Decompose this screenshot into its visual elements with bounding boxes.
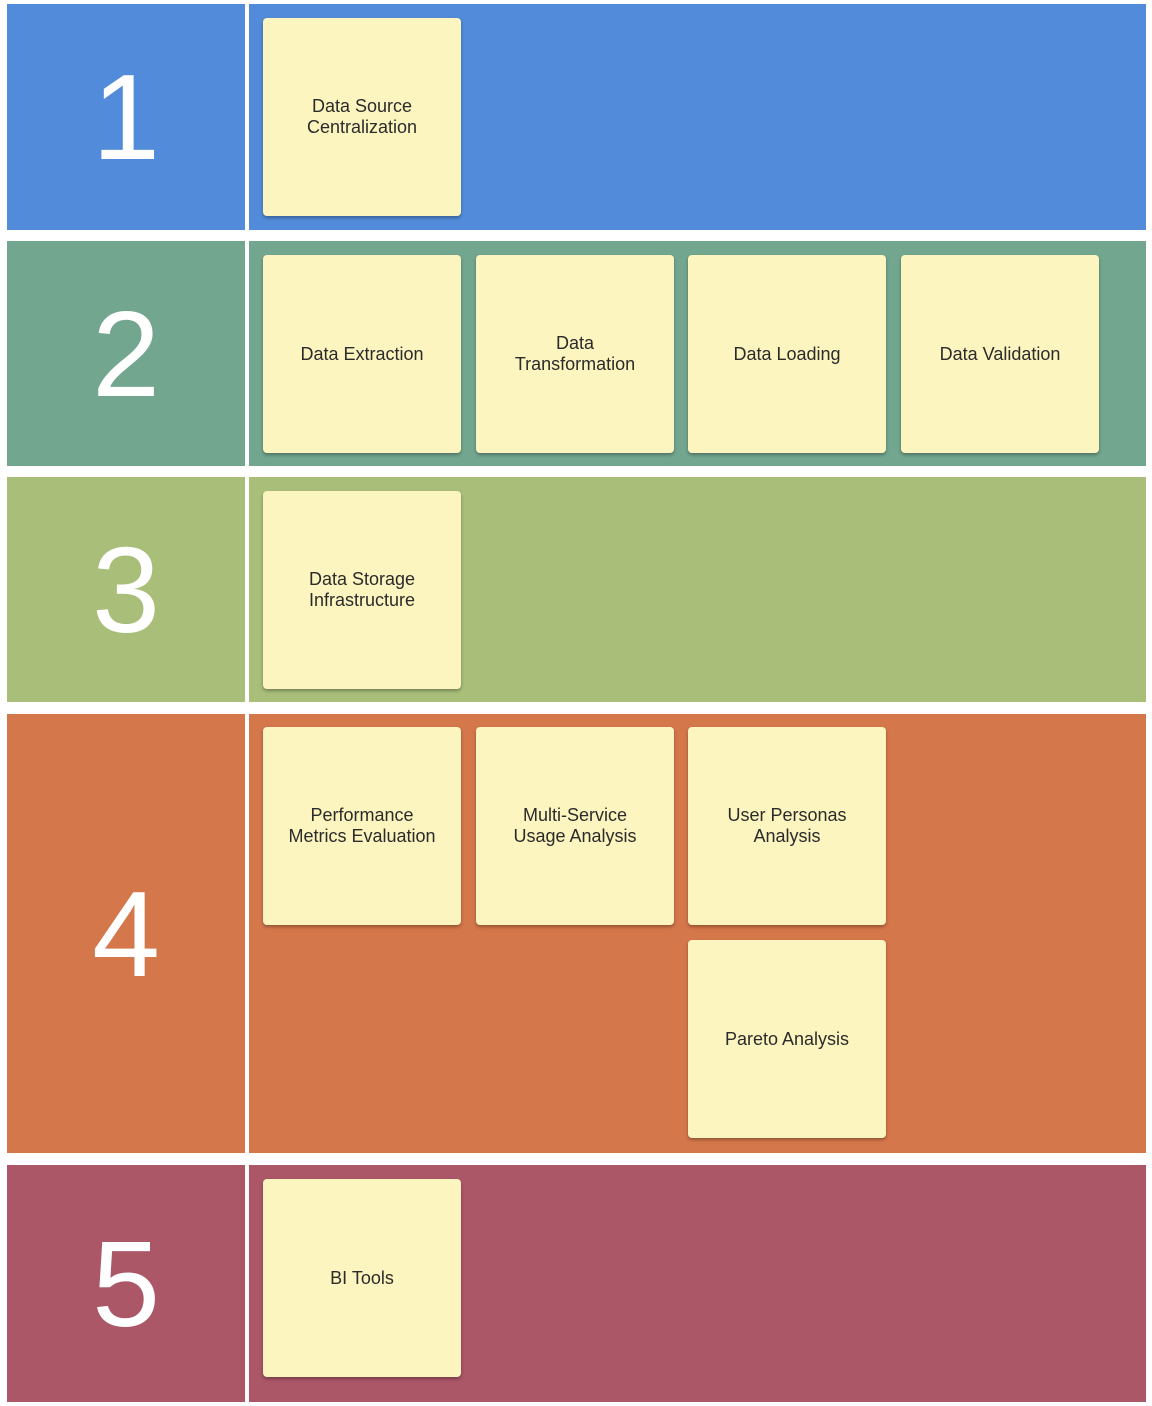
sticky-note-data-transformation[interactable]: Data Transformation [476, 255, 674, 453]
sticky-note-performance-metrics-evaluation[interactable]: Performance Metrics Evaluation [263, 727, 461, 925]
sticky-note-data-validation[interactable]: Data Validation [901, 255, 1099, 453]
sticky-note-data-extraction[interactable]: Data Extraction [263, 255, 461, 453]
row-1-number-cell: 1 [7, 4, 245, 230]
row-3-lane: Data Storage Infrastructure [249, 477, 1146, 702]
row-3-number-cell: 3 [7, 477, 245, 702]
sticky-note-multi-service-usage-analysis[interactable]: Multi-Service Usage Analysis [476, 727, 674, 925]
sticky-note-pareto-analysis[interactable]: Pareto Analysis [688, 940, 886, 1138]
sticky-note-user-personas-analysis[interactable]: User Personas Analysis [688, 727, 886, 925]
row-1-lane: Data Source Centralization [249, 4, 1146, 230]
sticky-note-data-storage-infrastructure[interactable]: Data Storage Infrastructure [263, 491, 461, 689]
row-4-lane: Performance Metrics Evaluation Multi-Ser… [249, 714, 1146, 1153]
row-2-number-cell: 2 [7, 241, 245, 466]
sticky-note-data-source-centralization[interactable]: Data Source Centralization [263, 18, 461, 216]
row-4-number-cell: 4 [7, 714, 245, 1153]
sticky-note-bi-tools[interactable]: BI Tools [263, 1179, 461, 1377]
sticky-note-data-loading[interactable]: Data Loading [688, 255, 886, 453]
row-5-number-cell: 5 [7, 1165, 245, 1402]
row-5-lane: BI Tools [249, 1165, 1146, 1402]
row-2-lane: Data Extraction Data Transformation Data… [249, 241, 1146, 466]
